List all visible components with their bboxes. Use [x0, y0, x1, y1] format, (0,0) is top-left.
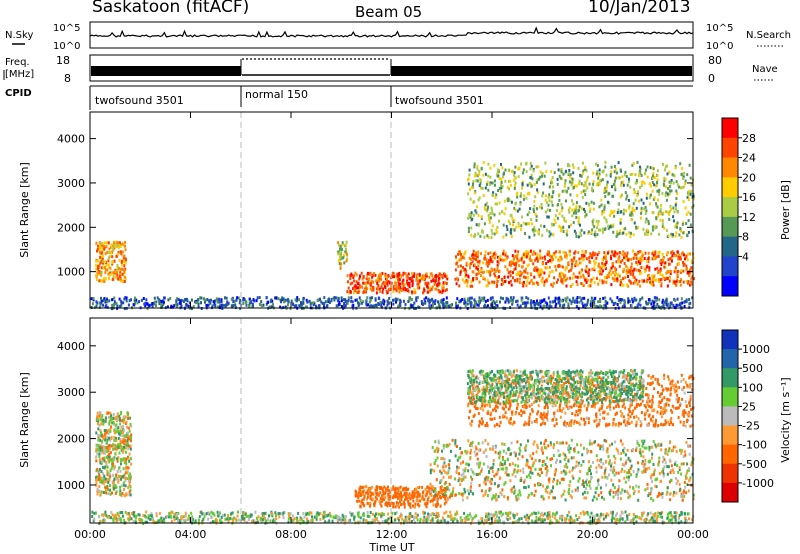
velocity-ylabel: Slant Range [km]: [18, 372, 31, 468]
colorbar-tick-label: -500: [742, 458, 767, 471]
power-ylabel: Slant Range [km]: [18, 162, 31, 258]
cpid-segment-2: normal 150: [245, 88, 308, 101]
xtick-label: 16:00: [476, 528, 508, 541]
power-data: [90, 160, 695, 311]
colorbar-tick-label: 20: [742, 171, 756, 184]
cpid-segment-3: twofsound 3501: [395, 94, 484, 107]
nave-tick-top: 80: [708, 54, 722, 67]
colorbar-swatch: [722, 444, 738, 465]
colorbar-swatch: [722, 482, 738, 503]
colorbar-swatch: [722, 425, 738, 446]
colorbar-swatch: [722, 368, 738, 388]
colorbar-tick-label: 24: [742, 152, 756, 165]
freq-label-2: [MHz]: [5, 69, 34, 80]
beam-title: Beam 05: [355, 3, 422, 21]
colorbar-tick-label: 8: [742, 231, 749, 244]
colorbar-swatch: [722, 157, 738, 178]
xtick-label: 00:00: [677, 528, 709, 541]
colorbar-tick-label: 25: [742, 400, 756, 413]
velocity-panel: 4000 3000 2000 1000 Slant Range [km] 1000 50…: [18, 317, 792, 526]
colorbar-swatch: [722, 463, 738, 484]
colorbar-swatch: [722, 137, 738, 159]
nsky-tick-bottom: 10^0: [53, 41, 80, 52]
nave-label: Nave: [752, 64, 778, 75]
colorbar-tick-label: -1000: [742, 477, 774, 490]
ytick-label: 3000: [57, 386, 85, 399]
velocity-colorbar-label: Velocity [m s⁻¹]: [779, 377, 792, 462]
colorbar-tick-label: -100: [742, 439, 767, 452]
power-panel: 4000 3000 2000 1000 Slant Range [km] 28 24 20…: [18, 111, 792, 311]
cpid-strip: CPID twofsound 3501 normal 150 twofsound…: [5, 85, 693, 110]
ytick-label: 2000: [57, 433, 85, 446]
velocity-data: [91, 369, 695, 526]
colorbar-swatch: [722, 216, 738, 238]
noise-strip: N.Sky 10^5 10^0 10^5 10^0 N.Search: [5, 21, 791, 52]
date-title: 10/Jan/2013: [588, 0, 691, 17]
colorbar-swatch: [722, 177, 738, 198]
nsearch-tick-bottom: 10^0: [706, 41, 733, 52]
colorbar-swatch: [722, 330, 738, 350]
colorbar-tick-label: 100: [742, 381, 763, 394]
freq-tick-bottom: 8: [64, 72, 71, 85]
noise-sky-trace: [89, 26, 694, 38]
station-title: Saskatoon (fitACF): [92, 0, 249, 17]
colorbar-tick-label: 16: [742, 191, 756, 204]
colorbar-swatch: [722, 276, 738, 297]
colorbar-tick-label: 4: [742, 250, 749, 263]
freq-label-1: Freq.: [5, 57, 30, 68]
colorbar-swatch: [722, 387, 738, 407]
ytick-label: 1000: [57, 266, 85, 279]
velocity-colorbar: 1000 500 100 25 -25 -100 -500 -1000: [721, 329, 774, 503]
colorbar-swatch: [722, 406, 738, 427]
power-colorbar-label: Power [dB]: [779, 180, 792, 240]
colorbar-swatch: [722, 349, 738, 369]
ytick-label: 4000: [57, 340, 85, 353]
power-colorbar: 28 24 20 16 12 8 4: [721, 117, 756, 297]
ytick-label: 1000: [57, 479, 85, 492]
xtick-label: 20:00: [577, 528, 609, 541]
nsky-tick-top: 10^5: [53, 23, 80, 34]
colorbar-tick-label: 1000: [742, 343, 770, 356]
xtick-label: 12:00: [376, 528, 408, 541]
frequency-strip: Freq. [MHz] 18 8 80 0 Nave: [3, 54, 778, 85]
colorbar-tick-label: 12: [742, 211, 756, 224]
time-axis: 00:00 04:00 08:00 12:00 16:00 20:00 00:00: [74, 112, 709, 541]
xtick-label: 00:00: [74, 528, 106, 541]
ytick-label: 3000: [57, 177, 85, 190]
cpid-segment-1: twofsound 3501: [95, 94, 184, 107]
colorbar-tick-label: 500: [742, 362, 763, 375]
colorbar-swatch: [722, 236, 738, 257]
freq-tick-top: 18: [56, 54, 70, 67]
colorbar-swatch: [722, 118, 738, 139]
cpid-label: CPID: [5, 88, 32, 99]
colorbar-swatch: [722, 256, 738, 277]
xtick-label: 04:00: [175, 528, 207, 541]
xtick-label: 08:00: [275, 528, 307, 541]
ytick-label: 4000: [57, 133, 85, 146]
xaxis-label: Time UT: [368, 541, 414, 554]
nsky-label: N.Sky: [5, 30, 33, 41]
colorbar-tick-label: -25: [742, 420, 760, 433]
nsearch-tick-top: 10^5: [706, 23, 733, 34]
ytick-label: 2000: [57, 221, 85, 234]
colorbar-swatch: [722, 197, 738, 218]
nave-tick-bottom: 0: [708, 72, 715, 85]
nsearch-label: N.Search: [746, 30, 791, 41]
colorbar-tick-label: 28: [742, 132, 756, 145]
